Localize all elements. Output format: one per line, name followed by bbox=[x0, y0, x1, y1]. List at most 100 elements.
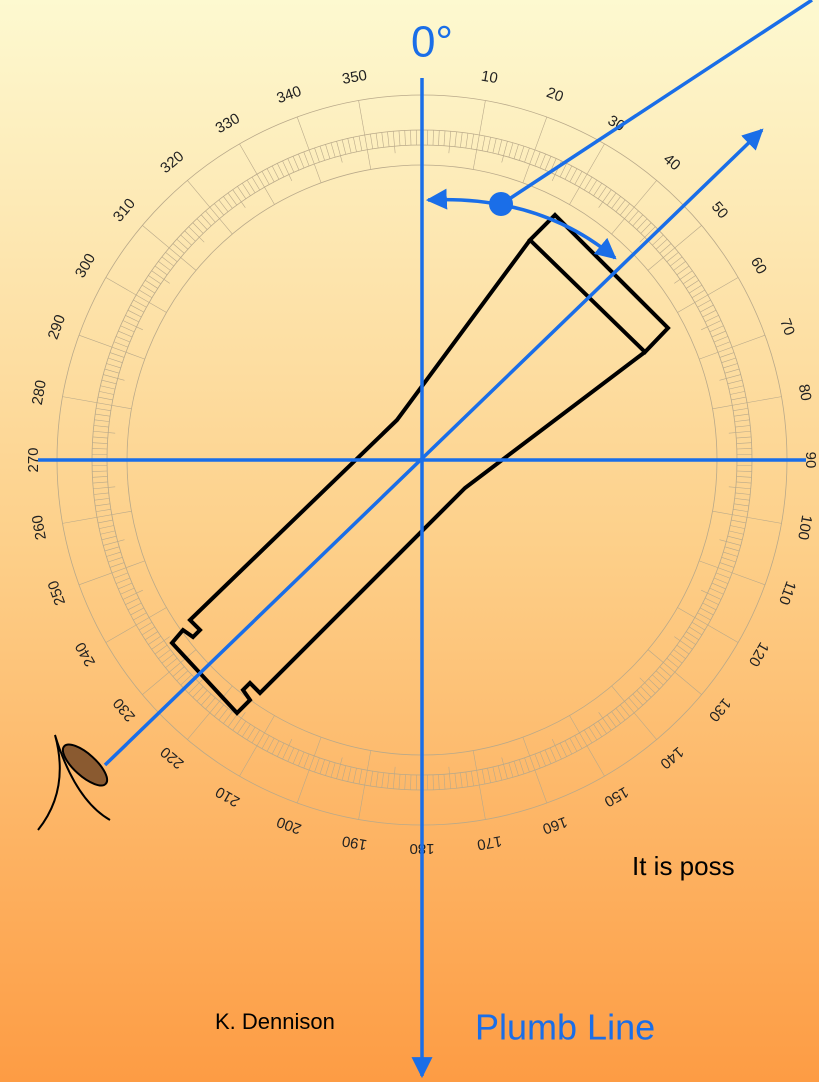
tick bbox=[611, 685, 657, 740]
caption: It is poss bbox=[632, 851, 735, 881]
tick bbox=[704, 315, 719, 323]
tick bbox=[728, 530, 744, 535]
tick bbox=[387, 773, 390, 789]
tick bbox=[701, 589, 722, 600]
tick bbox=[96, 408, 111, 412]
tick bbox=[583, 176, 593, 191]
tick bbox=[593, 724, 602, 737]
tick bbox=[109, 352, 125, 358]
tick bbox=[358, 750, 372, 820]
tick bbox=[465, 133, 469, 149]
tick bbox=[266, 168, 275, 183]
tick bbox=[628, 697, 639, 710]
tick bbox=[551, 739, 562, 760]
tick bbox=[381, 132, 384, 148]
tick bbox=[688, 284, 703, 294]
tick bbox=[711, 582, 726, 590]
tick bbox=[138, 621, 153, 631]
tick bbox=[719, 374, 741, 381]
tick bbox=[524, 147, 530, 163]
tick bbox=[141, 284, 156, 294]
tick bbox=[647, 649, 702, 695]
tick bbox=[448, 131, 452, 154]
tick bbox=[670, 256, 683, 267]
tick bbox=[569, 737, 578, 752]
tick bbox=[95, 413, 111, 417]
tick bbox=[639, 226, 656, 243]
tick bbox=[336, 141, 343, 163]
tick bbox=[443, 130, 446, 146]
tick bbox=[724, 368, 740, 374]
tick bbox=[161, 653, 174, 664]
tick bbox=[292, 156, 300, 171]
dial-label: 190 bbox=[341, 832, 369, 853]
tick bbox=[699, 607, 714, 616]
tick bbox=[733, 508, 748, 512]
tick bbox=[719, 539, 741, 546]
tick bbox=[120, 325, 135, 333]
tick bbox=[325, 144, 331, 159]
tick bbox=[92, 481, 108, 484]
tick bbox=[138, 289, 153, 299]
tick bbox=[214, 203, 224, 216]
tick bbox=[715, 572, 731, 579]
tick bbox=[196, 218, 208, 230]
tick bbox=[640, 686, 652, 698]
tick bbox=[103, 374, 125, 381]
tick bbox=[187, 180, 233, 235]
tick bbox=[271, 165, 280, 180]
tick bbox=[534, 753, 541, 769]
dial-label: 270 bbox=[25, 447, 42, 472]
tick bbox=[711, 330, 726, 338]
tick bbox=[674, 270, 693, 284]
tick bbox=[448, 766, 452, 789]
tick bbox=[688, 626, 703, 636]
tick bbox=[93, 486, 116, 490]
tick bbox=[271, 740, 280, 755]
tick bbox=[734, 419, 750, 422]
tick bbox=[99, 391, 114, 395]
tick bbox=[501, 141, 508, 163]
tick bbox=[470, 134, 474, 149]
tick bbox=[108, 557, 123, 563]
tick bbox=[733, 503, 749, 507]
tick bbox=[676, 644, 690, 655]
tick bbox=[597, 720, 607, 734]
tick bbox=[127, 309, 142, 318]
tick bbox=[438, 774, 440, 790]
tick bbox=[727, 379, 743, 385]
tick bbox=[655, 238, 668, 250]
tick bbox=[120, 587, 135, 595]
tick bbox=[724, 546, 740, 552]
tick bbox=[432, 774, 434, 790]
tick bbox=[432, 130, 434, 146]
tick bbox=[639, 677, 656, 694]
tick bbox=[101, 379, 117, 385]
dial-label: 350 bbox=[341, 67, 369, 88]
tick bbox=[105, 277, 167, 313]
tick bbox=[180, 234, 192, 246]
tick bbox=[192, 222, 204, 234]
tick bbox=[165, 252, 178, 262]
tick bbox=[205, 210, 216, 223]
tick bbox=[115, 336, 131, 343]
tick bbox=[261, 171, 270, 185]
tick bbox=[583, 729, 593, 744]
tick bbox=[145, 280, 158, 289]
tick bbox=[465, 771, 469, 787]
dial-label: 100 bbox=[794, 514, 815, 542]
pivot-dot bbox=[489, 192, 513, 216]
tick bbox=[237, 720, 247, 734]
tick bbox=[620, 203, 630, 216]
tick bbox=[93, 430, 116, 434]
tick bbox=[620, 704, 630, 717]
tick bbox=[564, 740, 573, 755]
tick bbox=[125, 597, 140, 605]
tick bbox=[277, 742, 285, 757]
tick bbox=[676, 265, 690, 276]
tick bbox=[481, 136, 486, 151]
tick bbox=[539, 153, 546, 169]
tick bbox=[736, 448, 752, 450]
tick bbox=[358, 769, 363, 784]
tick bbox=[410, 130, 412, 146]
